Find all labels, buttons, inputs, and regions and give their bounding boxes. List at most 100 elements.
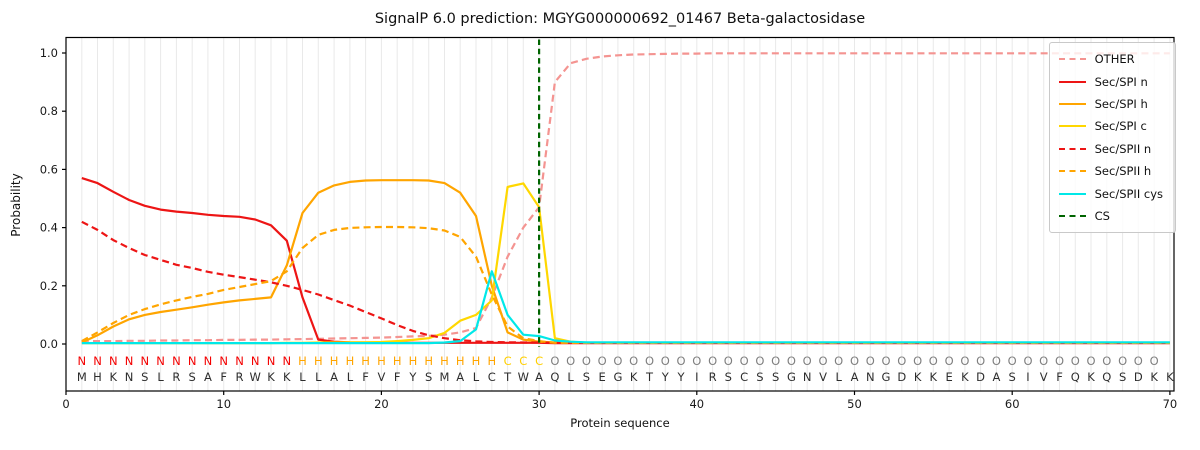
region-letter: C [535,354,543,368]
legend-item-sec-spi-c: Sec/SPI c [1058,115,1163,137]
residue-letter: S [189,370,196,384]
region-letter: O [724,354,733,368]
region-letter: O [787,354,796,368]
residue-letter: C [740,370,748,384]
legend-line-sample [1058,214,1086,217]
legend-item-label: Sec/SPII cys [1094,186,1163,201]
residue-letter: G [613,370,622,384]
y-tick-label: 1.0 [40,46,58,60]
region-letter: O [1134,354,1143,368]
x-tick-label: 30 [532,397,547,411]
region-letter: N [172,354,181,368]
residue-letter: N [125,370,134,384]
residue-letter: V [1040,370,1048,384]
legend-item-sec-spi-h: Sec/SPI h [1058,93,1163,115]
residue-letter: S [425,370,432,384]
residue-letter: I [695,370,698,384]
gridlines [81,37,1171,391]
series-sec-spii-h [81,225,1170,344]
legend-line-sample [1058,58,1086,61]
region-letter: O [1086,354,1095,368]
x-tick-label: 40 [689,397,704,411]
region-letter: O [866,354,875,368]
legend-item-sec-spii-cys: Sec/SPII cys [1058,182,1163,204]
residue-letter: A [535,370,543,384]
region-letter: N [109,354,118,368]
region-letter: N [219,354,228,368]
series-other [81,52,1170,343]
y-tick-label: 0.8 [40,104,58,118]
region-letter: O [929,354,938,368]
y-tick-label: 0.2 [40,279,58,293]
region-letter: O [645,354,654,368]
region-letter: C [519,354,527,368]
x-tick-label: 70 [1163,397,1178,411]
region-letter: H [472,354,481,368]
series-sec-spi-c [81,182,1170,345]
residue-letter: A [204,370,212,384]
region-letter: O [976,354,985,368]
residue-letter: K [930,370,938,384]
region-letter: N [93,354,102,368]
legend-item-label: Sec/SPI n [1094,74,1148,89]
residue-letter: H [93,370,102,384]
legend-item-label: Sec/SPII n [1094,141,1152,156]
residue-letter: K [110,370,118,384]
residue-letter: F [394,370,401,384]
legend-item-sec-spii-h: Sec/SPII h [1058,160,1163,182]
region-letter: O [582,354,591,368]
legend-item-label: CS [1094,208,1110,223]
x-axis-ticks: 0 10 20 30 40 50 60 70 [62,391,1177,411]
residue-letter: N [803,370,812,384]
residue-letter: Y [661,370,670,384]
residue-letter: L [473,370,480,384]
region-letter: N [156,354,165,368]
residue-letter: S [1009,370,1016,384]
chart-title: SignalP 6.0 prediction: MGYG000000692_01… [374,11,866,27]
region-letter: O [550,354,559,368]
region-letter: N [188,354,197,368]
residue-letter: F [1056,370,1063,384]
residue-letter: R [236,370,244,384]
residue-letter: Y [408,370,417,384]
legend-line-sample [1058,192,1086,195]
residue-letter: D [1134,370,1143,384]
region-letter: H [456,354,465,368]
residue-letter: S [1119,370,1126,384]
residue-letter: Q [1071,370,1080,384]
x-axis-label: Protein sequence [570,416,670,430]
residue-letter: N [866,370,875,384]
residue-letter: F [220,370,227,384]
legend-item-label: Sec/SPI h [1094,96,1148,111]
y-axis-ticks: 0.0 0.2 0.4 0.6 0.8 1.0 [40,46,66,351]
legend-line-sample [1058,125,1086,128]
legend-item-sec-spii-n: Sec/SPII n [1058,138,1163,160]
region-letter: O [992,354,1001,368]
residue-letter: Q [550,370,559,384]
region-letter: H [377,354,386,368]
region-letter: O [945,354,954,368]
region-letter: C [504,354,512,368]
region-letter: H [314,354,323,368]
region-letter: O [613,354,622,368]
residue-letter: K [1087,370,1095,384]
region-letter: O [913,354,922,368]
residue-letter: A [330,370,338,384]
region-letter: H [298,354,307,368]
residue-letter: K [267,370,275,384]
region-letter: O [755,354,764,368]
legend-item-label: Sec/SPI c [1094,119,1147,134]
region-letter: H [393,354,402,368]
region-letter: O [1150,354,1159,368]
region-letter: H [424,354,433,368]
residue-letter: E [945,370,952,384]
series-sec-spii-n [81,220,1170,344]
legend-item-other: OTHER [1058,48,1163,70]
residue-letter: D [976,370,985,384]
x-tick-label: 20 [374,397,389,411]
legend-line-sample [1058,147,1086,150]
region-letter: O [834,354,843,368]
region-letter: H [409,354,418,368]
